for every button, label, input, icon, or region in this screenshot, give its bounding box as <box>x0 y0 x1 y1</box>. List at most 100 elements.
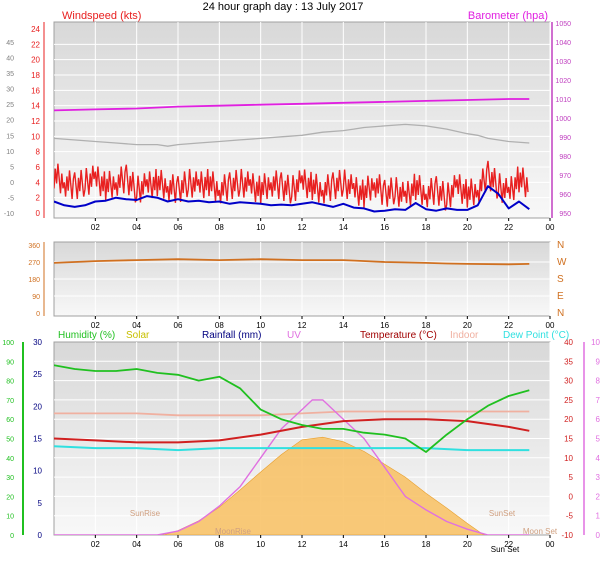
humidity-axis-tick-label: 40 <box>6 456 14 463</box>
uv-axis-tick-label: 2 <box>596 492 601 501</box>
humidity-axis-tick-label: 70 <box>6 398 14 405</box>
weather-x-tick-label: 00 <box>546 540 555 549</box>
rain-axis-tick-label: 30 <box>33 338 42 347</box>
gust-line <box>54 185 530 213</box>
wind-left-axis-tick-label: 20 <box>6 118 14 125</box>
legend-2: Rainfall (mm) <box>202 330 261 341</box>
humidity-axis-tick-label: 30 <box>6 475 14 482</box>
wind-inner-axis-tick-label: 20 <box>31 56 40 65</box>
temp-axis-tick-label: 40 <box>564 338 573 347</box>
wind-left-axis-tick-label: 15 <box>6 133 14 140</box>
legend-1: Solar <box>126 330 150 341</box>
panels <box>53 21 551 536</box>
temp-axis-tick-label: -10 <box>561 531 573 540</box>
dir-x-tick-label: 22 <box>504 321 513 330</box>
temp-axis-tick-label: 15 <box>564 435 573 444</box>
uv-axis-tick-label: 10 <box>591 338 600 347</box>
uv-axis-tick-label: 6 <box>596 415 601 424</box>
wind-inner-axis-tick-label: 18 <box>31 71 40 80</box>
wind-right-axis-tick-label: 1050 <box>555 21 571 28</box>
wind-left-axis-tick-label: 35 <box>6 71 14 78</box>
uv-axis-tick-label: 5 <box>596 435 601 444</box>
humidity-axis-tick-label: 20 <box>6 494 14 501</box>
weather-x-tick-label: 22 <box>504 540 513 549</box>
dir-x-tick-label: 08 <box>215 321 224 330</box>
wind-right-axis-tick-label: 1010 <box>555 97 571 104</box>
rain-axis-tick-label: 25 <box>33 370 42 379</box>
temperature-line <box>54 418 530 444</box>
weather-x-tick-label: 18 <box>422 540 431 549</box>
wind-left-axis-tick-label: 25 <box>6 102 14 109</box>
wind-x-tick-label: 22 <box>504 223 513 232</box>
weather-x-tick-label: 06 <box>174 540 183 549</box>
dir-x-tick-label: 20 <box>463 321 472 330</box>
legend-windspeed: Windspeed (kts) <box>62 10 141 22</box>
annotation-0: SunRise <box>130 509 161 518</box>
dir-left-axis-tick-label: 270 <box>28 260 40 267</box>
weather-x-tick-label: 08 <box>215 540 224 549</box>
weather-x-tick-label: 14 <box>339 540 348 549</box>
wind-x-tick-label: 12 <box>298 223 307 232</box>
weather-x-tick-label: 02 <box>91 540 100 549</box>
wind-inner-axis-tick-label: 4 <box>36 178 41 187</box>
wind-x-tick-label: 08 <box>215 223 224 232</box>
humidity-line <box>54 364 530 453</box>
wind-left-axis-tick-label: 5 <box>10 164 14 171</box>
temp-axis-tick-label: 0 <box>569 492 574 501</box>
legend-barometer: Barometer (hpa) <box>468 10 548 22</box>
wind-inner-axis-tick-label: 22 <box>31 40 40 49</box>
wind-left-axis-tick-label: 10 <box>6 149 14 156</box>
humidity-axis-tick-label: 90 <box>6 359 14 366</box>
uv-axis-tick-label: 9 <box>596 357 601 366</box>
dir-x-tick-label: 04 <box>132 321 141 330</box>
wind-x-tick-label: 14 <box>339 223 348 232</box>
wind-right-axis-tick-label: 960 <box>559 192 571 199</box>
wind-left-axis-tick-label: 30 <box>6 87 14 94</box>
rain-axis-tick-label: 20 <box>33 402 42 411</box>
weather-x-tick-label: 04 <box>132 540 141 549</box>
dir-x-tick-label: 10 <box>256 321 265 330</box>
wind-x-tick-label: 10 <box>256 223 265 232</box>
uv-axis-tick-label: 0 <box>596 531 601 540</box>
dir-x-tick-label: 06 <box>174 321 183 330</box>
weather-x-tick-label: 12 <box>298 540 307 549</box>
annotation-2: MoonRise <box>215 527 252 536</box>
temp-axis-tick-label: 25 <box>564 396 573 405</box>
temp-axis-tick-label: -5 <box>566 512 574 521</box>
wind-x-tick-label: 18 <box>422 223 431 232</box>
temp-axis-tick-label: 5 <box>569 473 574 482</box>
humidity-axis-tick-label: 10 <box>6 514 14 521</box>
wind-left-axis-tick-label: 40 <box>6 56 14 63</box>
dir-right-axis-tick-label: W <box>557 257 567 268</box>
wind-x-tick-label: 20 <box>463 223 472 232</box>
dewpoint-line <box>54 445 530 452</box>
wind-right-axis-tick-label: 1040 <box>555 40 571 47</box>
rain-axis-tick-label: 5 <box>38 499 43 508</box>
wind-x-tick-label: 00 <box>546 223 555 232</box>
uv-line <box>54 399 530 535</box>
uv-axis-tick-label: 1 <box>596 512 601 521</box>
legend-3: UV <box>287 330 301 341</box>
annotation-4: Sun Set <box>491 545 520 554</box>
temp-axis-tick-label: 35 <box>564 357 573 366</box>
uv-axis-tick-label: 3 <box>596 473 601 482</box>
annotation-1: SunSet <box>489 509 516 518</box>
plots <box>54 98 530 535</box>
uv-axis-tick-label: 4 <box>596 454 601 463</box>
wind-left-axis-tick-label: 0 <box>10 180 14 187</box>
wind-right-axis-tick-label: 1000 <box>555 116 571 123</box>
wind-right-axis-tick-label: 970 <box>559 173 571 180</box>
wind-inner-axis-tick-label: 6 <box>36 163 41 172</box>
weather-x-tick-label: 20 <box>463 540 472 549</box>
chart-title: 24 hour graph day : 13 July 2017 <box>203 1 364 13</box>
temp-axis-tick-label: 30 <box>564 377 573 386</box>
weather-x-tick-label: 16 <box>380 540 389 549</box>
wind-left-axis-tick-label: 45 <box>6 40 14 47</box>
dir-x-tick-label: 16 <box>380 321 389 330</box>
uv-axis-tick-label: 7 <box>596 396 601 405</box>
wind-inner-axis-tick-label: 0 <box>36 209 41 218</box>
legend-5: Indoor <box>450 330 479 341</box>
barometer-line <box>54 98 530 112</box>
